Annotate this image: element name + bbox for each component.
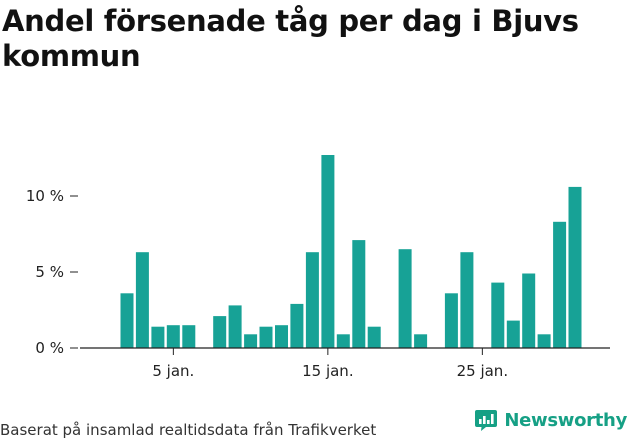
bar [537,334,551,348]
bar [135,252,149,348]
source-note: Baserat på insamlad realtidsdata från Tr… [0,421,377,439]
x-tick-label: 15 jan. [302,362,354,380]
bar [336,334,350,348]
newsworthy-logo-icon [475,410,498,431]
y-tick-label: 10 % [26,187,64,205]
y-axis-ticks: 0 % 5 % 10 % [26,187,78,357]
bar [522,273,536,348]
bar [151,326,165,348]
x-axis-ticks: 5 jan. 15 jan. 25 jan. [152,348,508,380]
bar [414,334,428,348]
bar [444,293,458,348]
bar [259,326,273,348]
bar-chart: 0 % 5 % 10 % 5 jan. 15 jan. 25 jan. [26,155,610,380]
bar [228,305,242,348]
bars [120,155,582,348]
bar [553,221,567,348]
bar [460,252,474,348]
brand: Newsworthy [474,408,627,432]
bar [491,282,505,348]
y-tick-label: 0 % [35,339,64,357]
bar [244,334,258,348]
bar [398,249,412,348]
x-tick-label: 25 jan. [457,362,509,380]
x-tick-label: 5 jan. [152,362,194,380]
bar [321,155,335,348]
chart-title: Andel försenade tåg per dag i Bjuvs komm… [2,4,579,73]
bar [506,320,520,348]
bar [367,326,381,348]
bar [352,240,366,348]
bar [182,325,196,348]
bar [120,293,134,348]
bar [275,325,288,348]
brand-name: Newsworthy [504,409,627,431]
y-tick-label: 5 % [35,263,64,281]
bar [290,303,304,348]
bar [166,325,180,348]
bar [568,186,582,348]
bar [213,316,227,348]
bar [305,252,319,348]
